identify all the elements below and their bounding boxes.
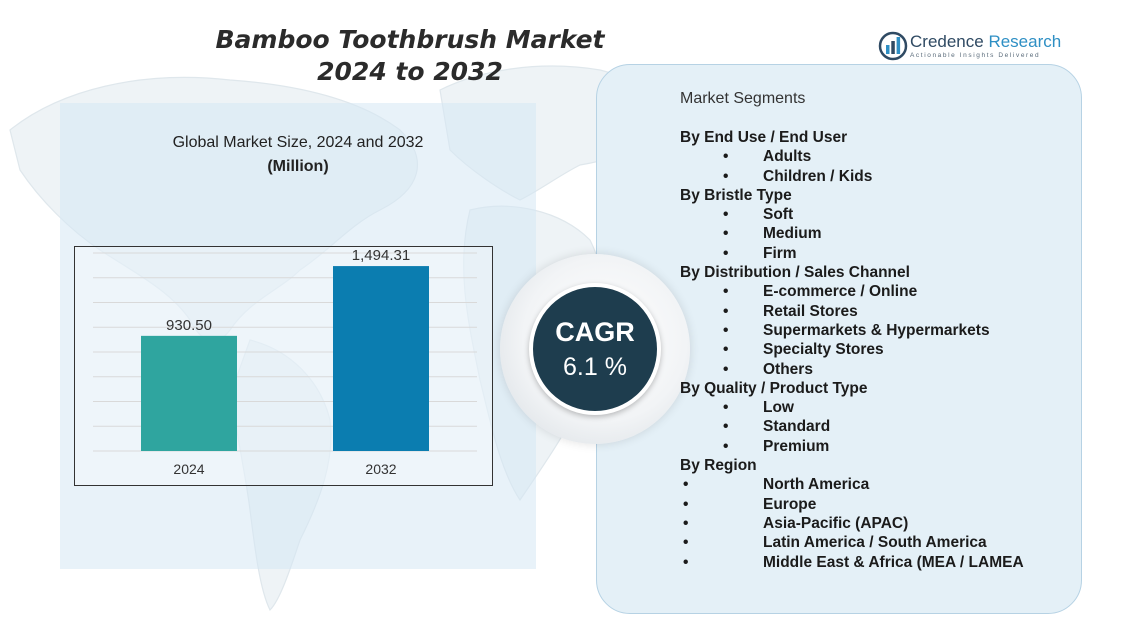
segment-item-label: Asia-Pacific (APAC)	[763, 514, 909, 532]
bullet-icon: •	[723, 148, 729, 166]
segment-item-label: Firm	[763, 244, 797, 262]
segment-item: • Retail Stores	[680, 302, 1080, 321]
credence-logo-icon	[878, 31, 908, 61]
segment-item: • Soft	[680, 205, 1080, 224]
segment-item: • Medium	[680, 224, 1080, 243]
bullet-icon: •	[683, 534, 689, 552]
bar-chart-frame: 930.50 2024 1,494.31 2032	[74, 246, 493, 486]
market-size-panel	[60, 103, 536, 569]
segment-item: • Premium	[680, 437, 1080, 456]
data-label-2032: 1,494.31	[352, 247, 410, 264]
segment-item: • Supermarkets & Hypermarkets	[680, 321, 1080, 340]
segment-item: • Specialty Stores	[680, 340, 1080, 359]
segment-item: • Children / Kids	[680, 167, 1080, 186]
segment-item: • Latin America / South America	[680, 533, 1080, 552]
segment-heading: By Bristle Type	[680, 186, 792, 204]
segment-item: • Others	[680, 360, 1080, 379]
bullet-icon: •	[683, 514, 689, 532]
bullet-icon: •	[723, 167, 729, 185]
segment-heading: By Distribution / Sales Channel	[680, 264, 910, 282]
bullet-icon: •	[723, 341, 729, 359]
segment-item: • Adults	[680, 147, 1080, 166]
bullet-icon: •	[723, 399, 729, 417]
segment-item: • North America	[680, 475, 1080, 494]
chart-unit: (Million)	[267, 158, 329, 175]
logo-name: Credence Research	[910, 32, 1061, 52]
segment-item-label: Supermarkets & Hypermarkets	[763, 321, 990, 339]
cagr-value: 6.1 %	[563, 353, 627, 381]
segment-item-label: Specialty Stores	[763, 341, 884, 359]
segment-item-label: Others	[763, 360, 813, 378]
bullet-icon: •	[723, 244, 729, 262]
logo-name-part-2: Research	[983, 32, 1062, 51]
segment-item-label: Premium	[763, 437, 830, 455]
page-title: Bamboo Toothbrush Market 2024 to 2032	[210, 24, 610, 88]
bar-chart: 930.50 2024 1,494.31 2032	[93, 247, 477, 477]
bullet-icon: •	[683, 553, 689, 571]
cagr-badge: CAGR 6.1 %	[529, 283, 661, 415]
bullet-icon: •	[723, 225, 729, 243]
chart-heading: Global Market Size, 2024 and 2032	[172, 134, 424, 151]
segment-item-label: Soft	[763, 206, 794, 224]
segment-item: • Middle East & Africa (MEA / LAMEA	[680, 553, 1080, 572]
segment-heading: By Quality / Product Type	[680, 379, 868, 397]
bullet-icon: •	[723, 302, 729, 320]
segments-list: By End Use / End User • Adults • Children / …	[680, 128, 1080, 572]
bar-2032	[333, 266, 429, 451]
cagr-label: CAGR	[555, 317, 635, 347]
segment-item-label: Medium	[763, 225, 822, 243]
logo-tagline: Actionable Insights Delivered	[910, 52, 1041, 59]
segment-heading: By Region	[680, 457, 757, 475]
bullet-icon: •	[683, 476, 689, 494]
bullet-icon: •	[723, 418, 729, 436]
segment-heading: By End Use / End User	[680, 129, 848, 146]
segment-item: • Europe	[680, 495, 1080, 514]
bullet-icon: •	[683, 495, 689, 513]
credence-research-logo: Credence Research Actionable Insights De…	[878, 30, 1068, 62]
data-label-2024: 930.50	[166, 317, 212, 334]
segment-item-label: Adults	[763, 148, 812, 166]
segment-item-label: Children / Kids	[763, 167, 873, 185]
bullet-icon: •	[723, 321, 729, 339]
bullet-icon: •	[723, 360, 729, 378]
segment-item: • Standard	[680, 417, 1080, 436]
segment-item-label: Latin America / South America	[763, 534, 987, 552]
segment-item-label: Low	[763, 399, 794, 417]
title-line-1: Bamboo Toothbrush Market	[215, 25, 605, 54]
segment-item: • Low	[680, 398, 1080, 417]
segment-item-label: Standard	[763, 418, 831, 436]
segment-item-label: Retail Stores	[763, 302, 858, 320]
x-tick-label-2024: 2024	[173, 461, 204, 477]
x-tick-label-2032: 2032	[365, 461, 396, 477]
bullet-icon: •	[723, 437, 729, 455]
logo-name-part-1: Credence	[910, 32, 984, 51]
segment-item-label: Middle East & Africa (MEA / LAMEA	[763, 553, 1024, 571]
segment-item: • Firm	[680, 244, 1080, 263]
segment-item-label: Europe	[763, 495, 817, 513]
segment-item: • E-commerce / Online	[680, 282, 1080, 301]
bullet-icon: •	[723, 283, 729, 301]
bullet-icon: •	[723, 206, 729, 224]
segment-item-label: North America	[763, 476, 870, 494]
bar-2024	[141, 335, 237, 451]
segment-item: • Asia-Pacific (APAC)	[680, 514, 1080, 533]
title-line-2: 2024 to 2032	[317, 57, 503, 86]
segments-title: Market Segments	[680, 90, 806, 107]
segment-item-label: E-commerce / Online	[763, 283, 918, 301]
